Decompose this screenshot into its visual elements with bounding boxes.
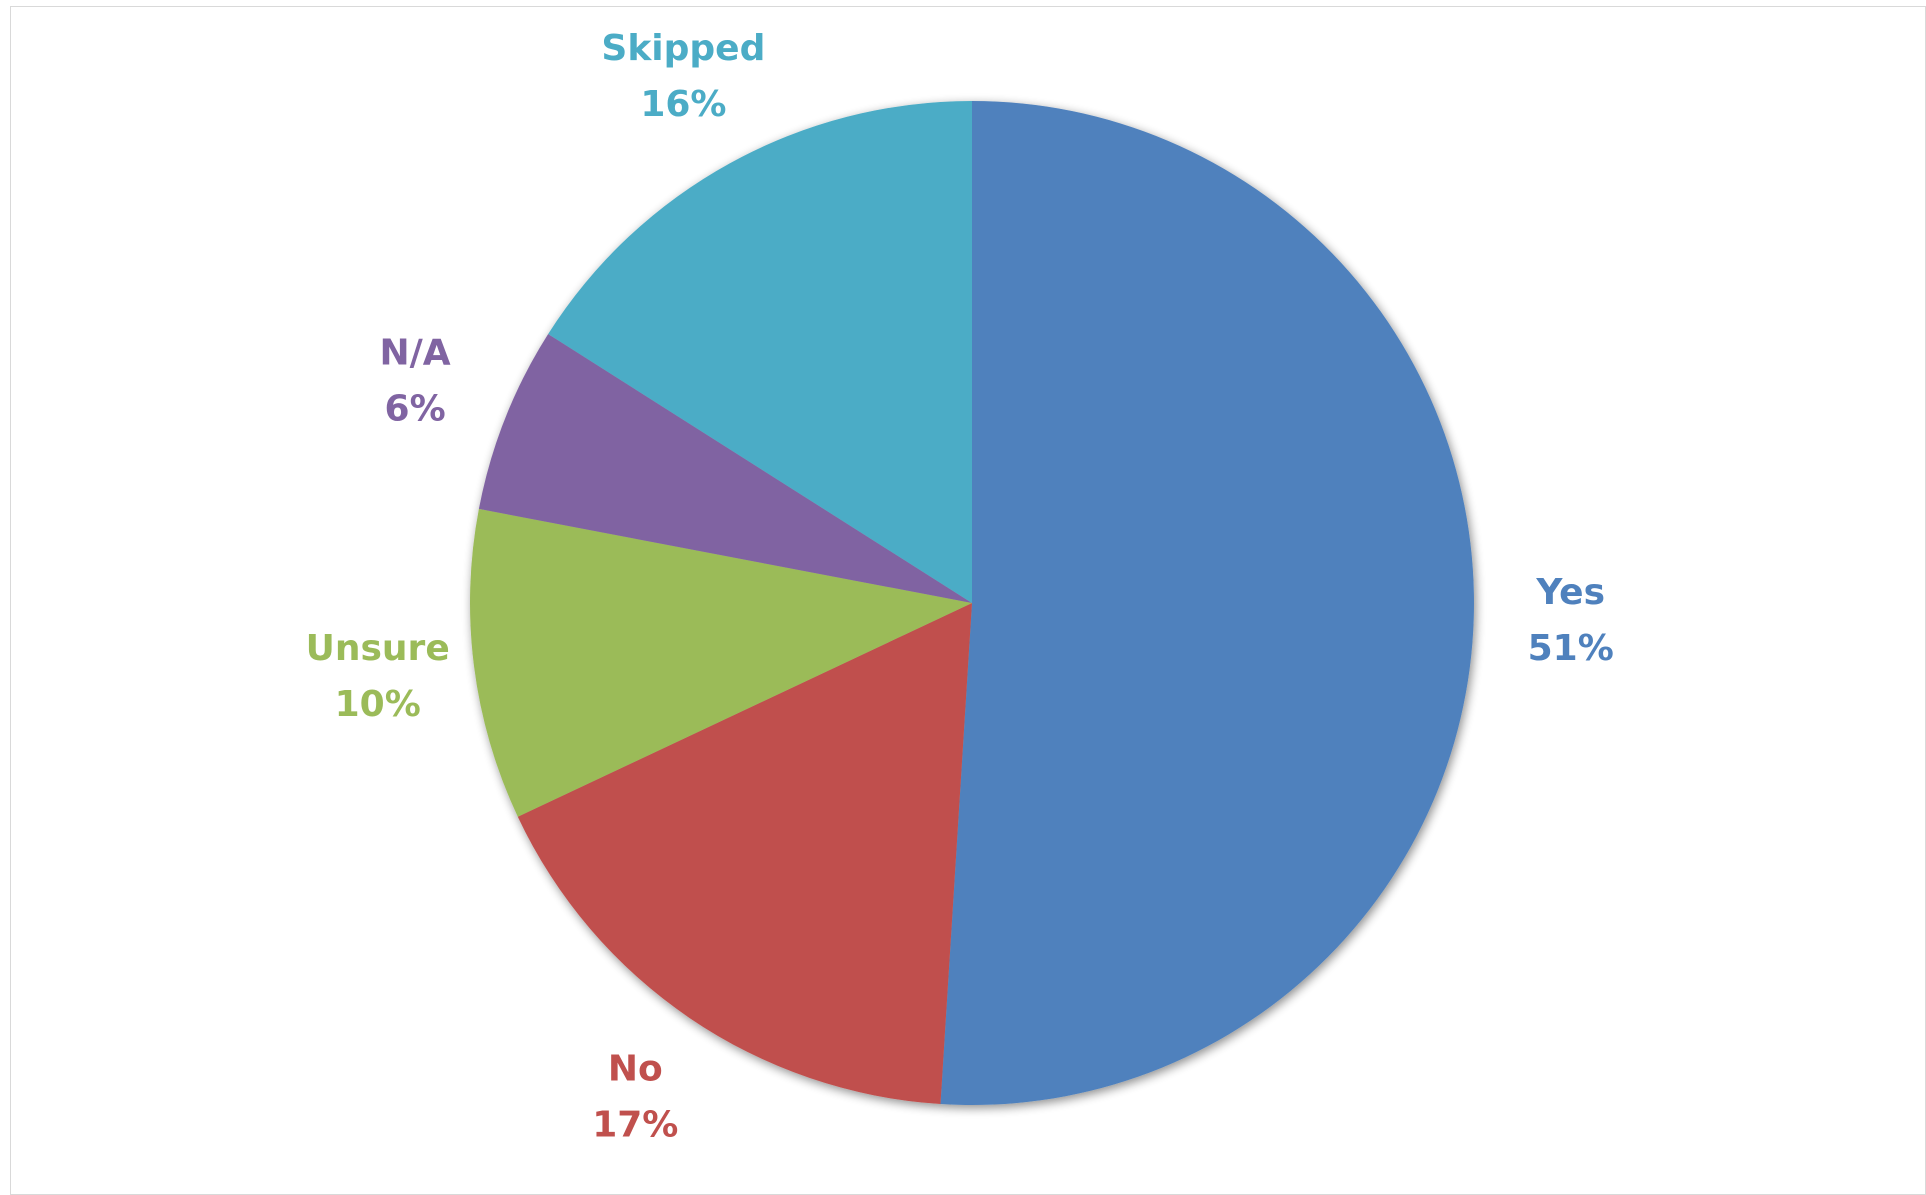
- slice-value-skipped: 16%: [640, 84, 726, 125]
- slice-label-unsure: Unsure: [306, 628, 450, 669]
- slice-value-no: 17%: [592, 1104, 678, 1145]
- pie-slice-no: [517, 603, 972, 1105]
- slice-label-n-a: N/A: [380, 333, 451, 374]
- pie-slices: [469, 101, 1474, 1105]
- slice-value-unsure: 10%: [335, 684, 421, 725]
- pie-slice-n-a: [478, 334, 972, 603]
- pie-slice-yes: [940, 101, 1474, 1105]
- pie-slice-skipped: [548, 101, 972, 603]
- slice-label-yes: Yes: [1535, 572, 1605, 613]
- slice-label-no: No: [608, 1048, 663, 1089]
- slice-label-skipped: Skipped: [601, 28, 765, 69]
- pie-slice-unsure: [469, 508, 972, 817]
- slice-value-yes: 51%: [1528, 628, 1614, 669]
- pie-data-labels: Yes 51% No 17% Unsure 10% N/A 6% Skipped 16%: [306, 28, 1614, 1145]
- slice-value-n-a: 6%: [385, 389, 446, 430]
